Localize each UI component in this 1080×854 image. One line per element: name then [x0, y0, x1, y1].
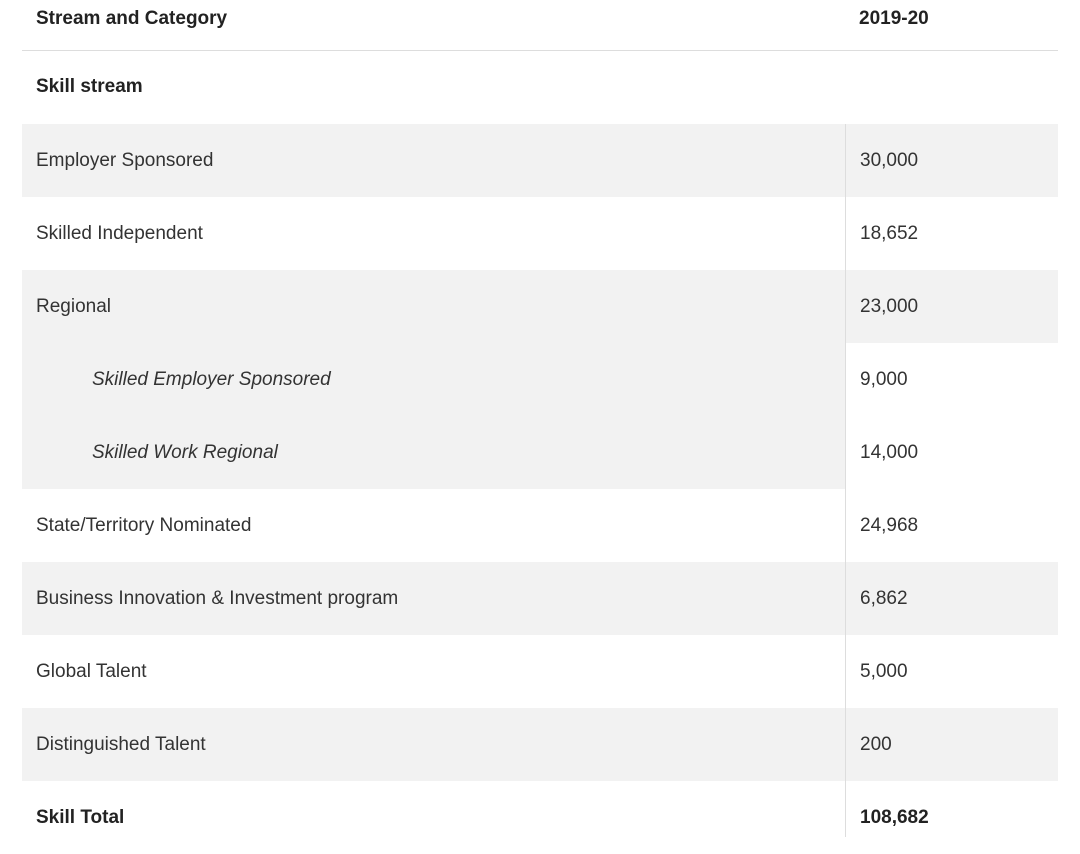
row-label: State/Territory Nominated [36, 514, 252, 536]
row-label: Regional [22, 270, 845, 343]
row-label: Employer Sponsored [22, 124, 845, 197]
row-value: 5,000 [860, 660, 908, 682]
section-label: Skill stream [36, 75, 143, 97]
total-label: Skill Total [36, 806, 125, 828]
column-divider [845, 124, 846, 837]
row-label: Business Innovation & Investment program [22, 562, 845, 635]
header-cell: Stream and Category [36, 8, 228, 29]
row-value: 200 [845, 708, 1058, 781]
row-label: Global Talent [36, 660, 147, 682]
row-value: 6,862 [845, 562, 1058, 635]
total-value: 108,682 [860, 806, 929, 828]
row-label: Distinguished Talent [22, 708, 845, 781]
subrow-value: 9,000 [860, 368, 908, 390]
subrow-value: 14,000 [860, 441, 919, 463]
row-value: 24,968 [860, 514, 919, 536]
header-cell: 2019-20 [859, 8, 929, 29]
subrow-label: Skilled Employer Sponsored [22, 343, 845, 416]
row-value: 23,000 [845, 270, 1058, 343]
row-value: 18,652 [860, 222, 919, 244]
header-rule [22, 50, 1058, 51]
row-label: Skilled Independent [36, 222, 203, 244]
subrow-label: Skilled Work Regional [22, 416, 845, 489]
row-value: 30,000 [845, 124, 1058, 197]
